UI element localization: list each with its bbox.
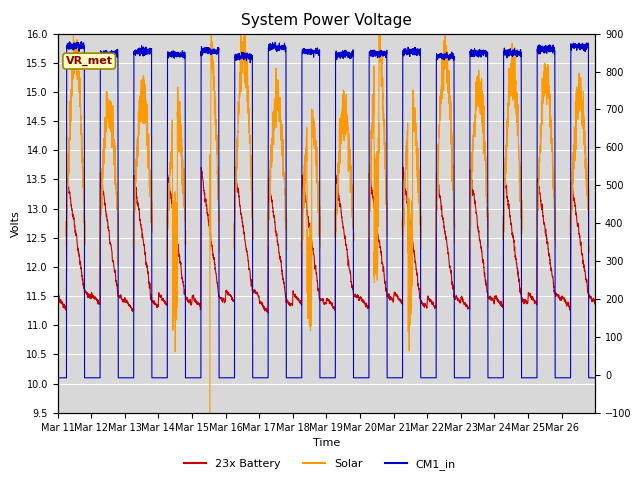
Legend: 23x Battery, Solar, CM1_in: 23x Battery, Solar, CM1_in <box>179 455 461 474</box>
Y-axis label: Volts: Volts <box>11 210 20 237</box>
Title: System Power Voltage: System Power Voltage <box>241 13 412 28</box>
X-axis label: Time: Time <box>313 438 340 448</box>
Text: VR_met: VR_met <box>66 56 113 66</box>
